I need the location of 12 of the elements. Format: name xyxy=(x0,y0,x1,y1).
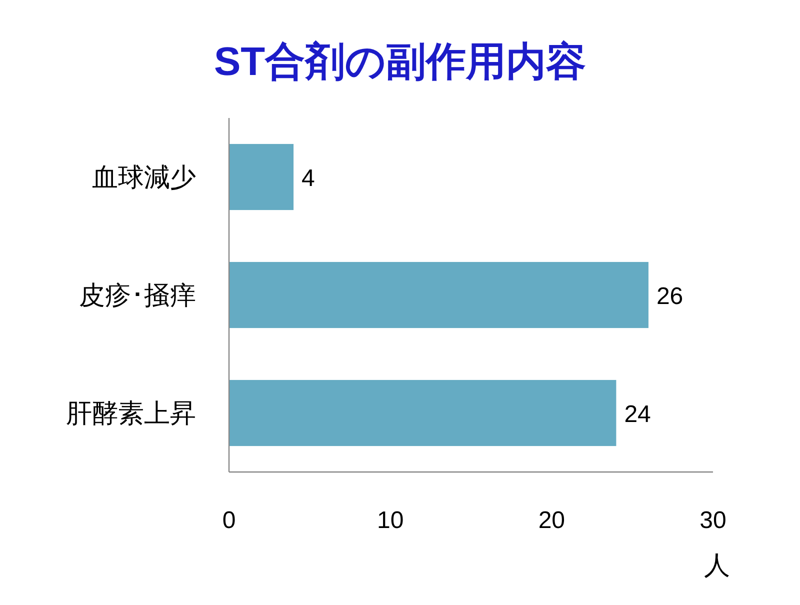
x-axis-title: 人 xyxy=(704,550,730,580)
x-tick-label: 0 xyxy=(222,507,236,534)
y-tick-label: 肝酵素上昇 xyxy=(66,398,196,428)
data-label: 26 xyxy=(656,283,684,310)
x-tick-label: 10 xyxy=(376,507,404,534)
data-label: 4 xyxy=(302,165,315,192)
title: ST合剤の副作用内容 xyxy=(214,40,586,84)
x-tick-label: 20 xyxy=(538,507,566,534)
y-tick-label: 皮疹･掻痒 xyxy=(79,280,196,310)
y-tick-label: 血球減少 xyxy=(92,162,196,192)
data-label: 24 xyxy=(624,401,651,428)
x-tick-label: 30 xyxy=(700,507,726,534)
